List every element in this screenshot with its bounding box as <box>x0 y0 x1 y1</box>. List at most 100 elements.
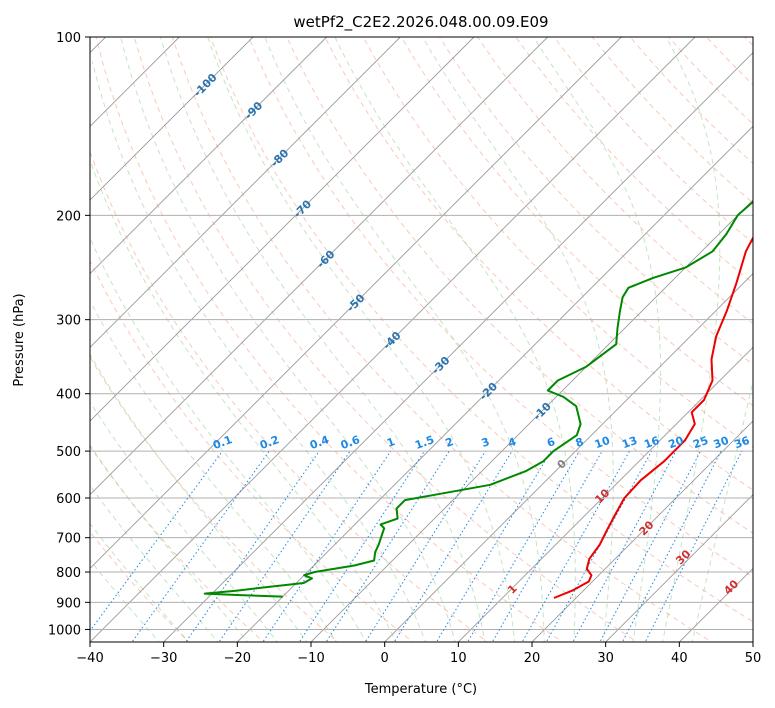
mixing-ratio-line <box>521 450 630 642</box>
temperature-line <box>553 235 753 599</box>
x-tick-label: 50 <box>745 651 762 666</box>
mixing-ratio-label-text: 0.4 <box>308 433 331 452</box>
mixing-ratio-line <box>644 450 743 642</box>
chart-title: wetPf2_C2E2.2026.048.00.09.E09 <box>293 13 548 32</box>
mixing-ratio-label: 1.5 <box>413 433 436 452</box>
mixing-ratio-line <box>491 450 603 642</box>
mixing-ratio-line <box>599 450 701 642</box>
y-tick-label: 800 <box>56 566 81 581</box>
mixing-ratio-line <box>218 450 351 642</box>
isotherm-line <box>531 420 753 642</box>
x-tick-label: −40 <box>76 651 103 666</box>
mixing-ratio-label-text: 13 <box>620 434 639 451</box>
mixing-ratio-label-text: 4 <box>506 435 518 450</box>
mixing-ratio-line <box>435 450 552 642</box>
x-tick-label: 40 <box>671 651 688 666</box>
mixing-ratio-label: 16 <box>642 434 661 452</box>
mixing-ratio-line <box>262 450 392 642</box>
isotherm-line <box>605 494 753 642</box>
mixing-ratio-label: 36 <box>733 434 752 452</box>
y-tick-label: 500 <box>56 445 81 460</box>
mixing-ratio-line <box>545 450 653 642</box>
moist-adiabat <box>532 37 662 642</box>
x-tick-label: 10 <box>450 651 467 666</box>
mixing-ratio-label: 0.2 <box>258 433 281 452</box>
mixing-ratio-label-text: 0.1 <box>211 433 234 452</box>
dry-adiabat <box>362 37 753 449</box>
mixing-ratio-label: 0.6 <box>339 433 362 452</box>
mixing-ratio-line <box>466 450 580 642</box>
isotherm-line <box>310 199 753 642</box>
mixing-ratio-label-text: 0.6 <box>339 433 362 452</box>
moist-adiabat <box>120 37 456 642</box>
y-tick-label: 400 <box>56 388 81 403</box>
moist-adiabat <box>90 158 397 642</box>
mixing-ratio-label-text: 16 <box>642 434 661 452</box>
mixing-ratio-label: 8 <box>574 435 586 450</box>
mixing-ratio-label: 13 <box>620 434 639 451</box>
isotherm-line <box>90 37 475 422</box>
y-tick-label: 900 <box>56 596 81 611</box>
dry-adiabat <box>95 37 564 642</box>
isotherm-line <box>163 52 753 642</box>
y-tick-label: 700 <box>56 532 81 547</box>
moist-adiabat <box>90 401 278 642</box>
x-tick-label: 0 <box>381 651 389 666</box>
dry-adiabat <box>324 37 753 491</box>
x-tick-label: −20 <box>224 651 251 666</box>
mixing-ratio-label-text: 30 <box>712 434 731 452</box>
isotherm-line <box>90 37 401 348</box>
mixing-ratio-label: 2 <box>444 435 456 450</box>
mixing-ratio-label-text: 6 <box>545 435 557 450</box>
mixing-ratio-label: 20 <box>667 434 686 452</box>
mixing-ratio-label: 10 <box>593 434 612 452</box>
mixing-ratio-label-text: 10 <box>593 434 612 452</box>
y-tick-label: 600 <box>56 492 81 507</box>
isotherm-line <box>90 37 327 275</box>
isotherm-line <box>384 273 753 642</box>
y-tick-label: 100 <box>56 31 81 46</box>
mixing-ratio-label-text: 20 <box>667 434 686 452</box>
mixing-ratio-label-text: 1 <box>385 435 397 450</box>
x-tick-label: −30 <box>150 651 177 666</box>
mixing-ratio-label-text: 1.5 <box>413 433 436 452</box>
moist-adiabat <box>422 37 614 642</box>
moist-adiabat <box>90 236 367 642</box>
isotherm-line <box>458 346 753 642</box>
mixing-ratio-line <box>621 450 722 642</box>
isotherm-line <box>90 37 696 642</box>
moist-adiabat <box>264 37 545 642</box>
mixing-ratio-line <box>90 450 223 632</box>
mixing-ratio-label: 0.4 <box>308 433 331 452</box>
profile-lines <box>203 200 753 599</box>
dry-adiabat <box>477 37 753 325</box>
moist-adiabat <box>662 37 721 642</box>
isotherm-line <box>237 125 753 642</box>
moist-adiabat <box>207 37 516 642</box>
plot-frame <box>89 36 754 643</box>
moist-adiabat <box>90 559 160 642</box>
x-axis-label: Temperature (°C) <box>364 682 477 697</box>
moist-adiabat <box>90 299 338 642</box>
mixing-ratio-label: 25 <box>691 434 710 451</box>
mixing-ratio-line <box>572 450 677 642</box>
x-tick-label: 30 <box>597 651 614 666</box>
axis-ticks: −40 −30 −20 −10 0 10 20 30 40 50 1000 900 800 700 600 5… <box>48 31 761 666</box>
y-tick-label: 1000 <box>48 623 81 638</box>
dewpoint-line <box>203 200 753 598</box>
x-tick-label: −10 <box>297 651 324 666</box>
y-tick-label: 300 <box>56 314 81 329</box>
moist-adiabat <box>90 353 308 642</box>
mixing-ratio-label-text: 8 <box>574 435 586 450</box>
y-tick-label: 200 <box>56 209 81 224</box>
mixing-ratio-label: 4 <box>506 435 518 450</box>
mixing-ratio-label: 6 <box>545 435 557 450</box>
dry-adiabat <box>210 37 753 623</box>
mixing-ratio-label: 3 <box>480 435 492 450</box>
x-tick-label: 20 <box>524 651 541 666</box>
moist-adiabat <box>160 37 486 642</box>
y-axis-label: Pressure (hPa) <box>12 293 27 386</box>
mixing-ratio-line <box>185 450 320 642</box>
